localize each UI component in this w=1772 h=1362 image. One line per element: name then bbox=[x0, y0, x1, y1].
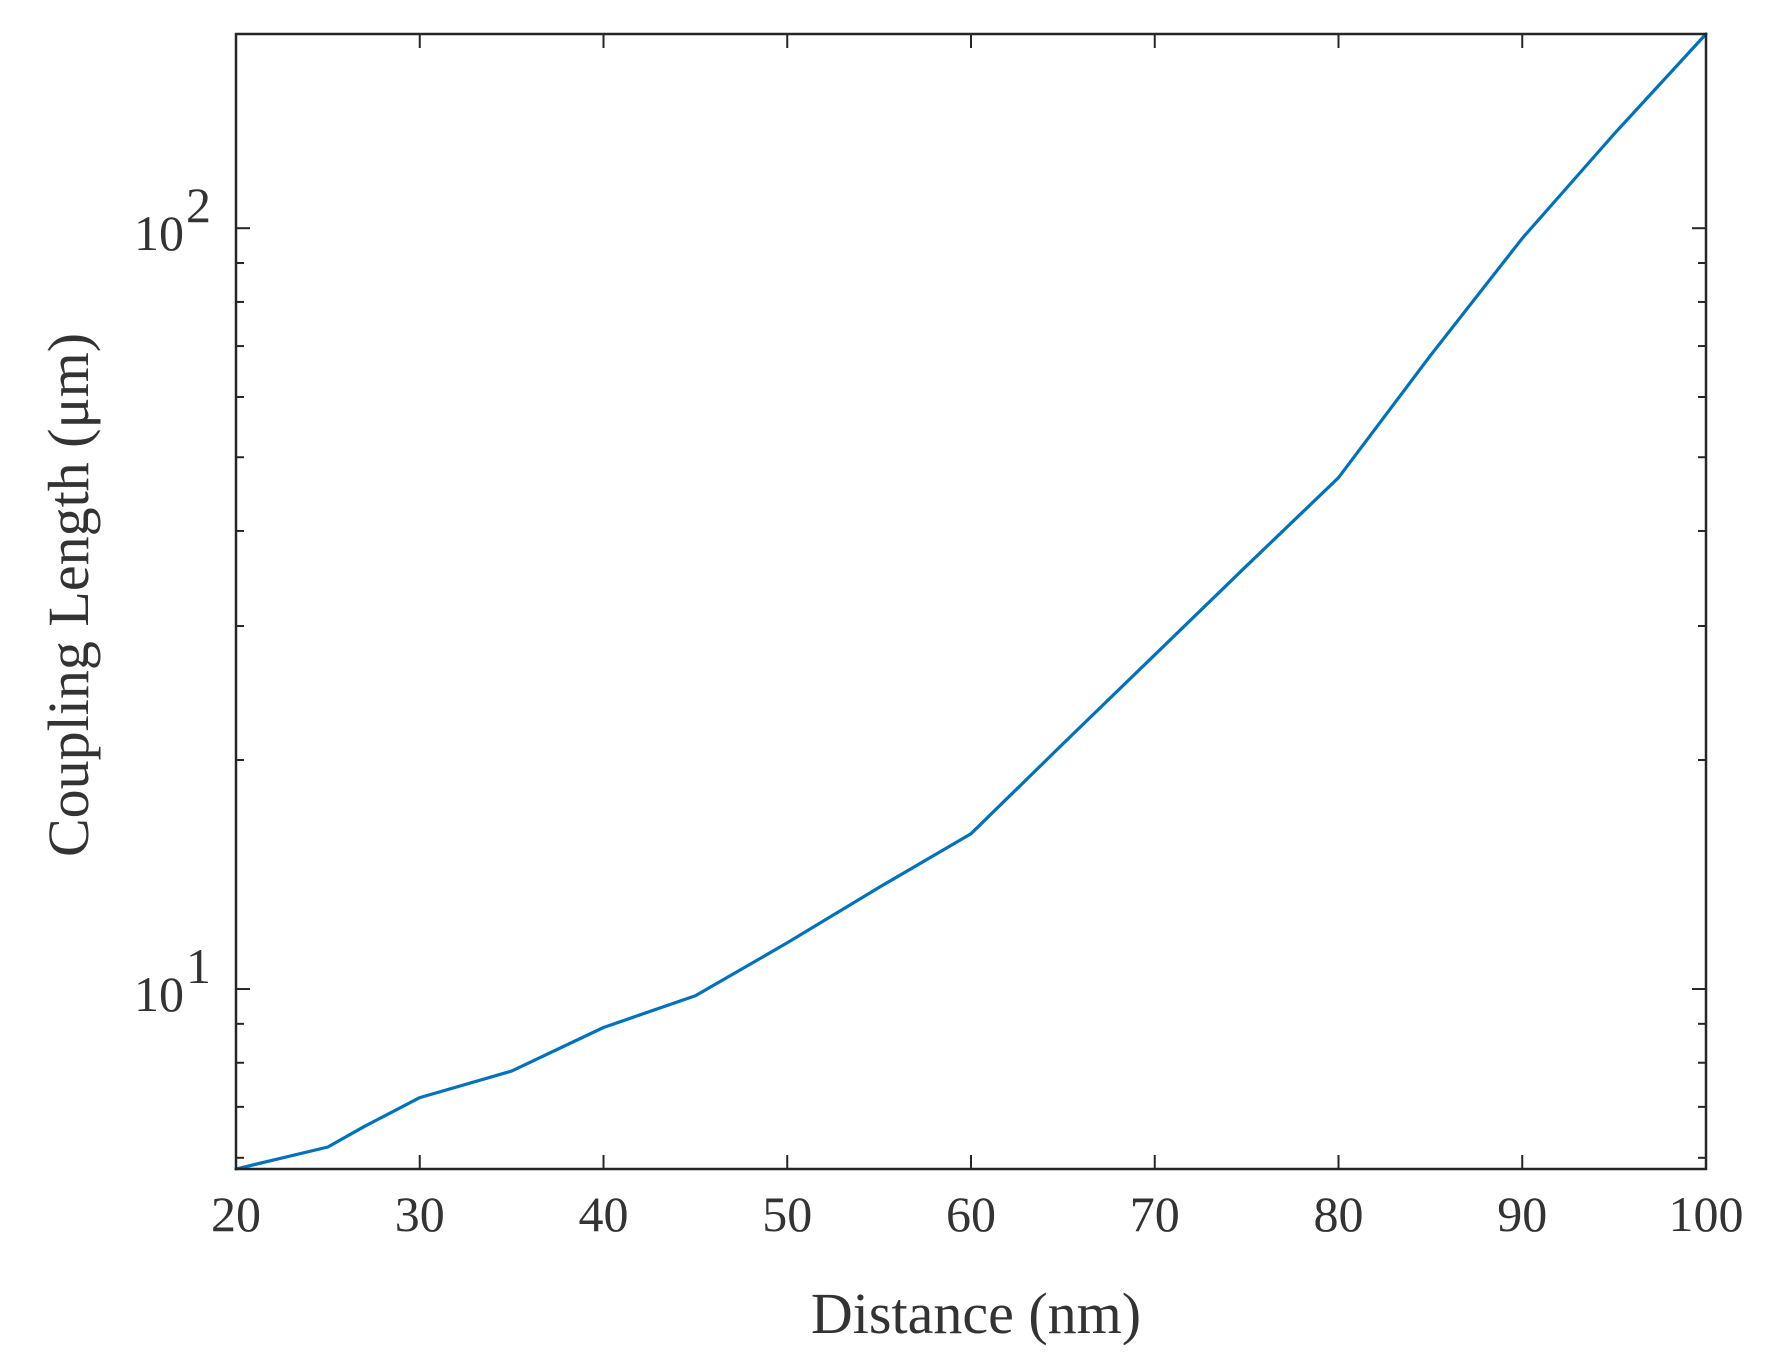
y-tick-label: 10 bbox=[134, 966, 184, 1022]
plot-frame bbox=[234, 32, 1708, 1171]
x-tick-label: 60 bbox=[946, 1186, 996, 1242]
x-tick-label: 40 bbox=[579, 1186, 629, 1242]
x-tick-label: 100 bbox=[1669, 1186, 1744, 1242]
x-axis-title: Distance (nm) bbox=[811, 1281, 1141, 1346]
x-tick-label: 30 bbox=[395, 1186, 445, 1242]
y-tick-label: 10 bbox=[134, 205, 184, 261]
x-tick-label: 70 bbox=[1130, 1186, 1180, 1242]
x-tick-label: 80 bbox=[1314, 1186, 1364, 1242]
y-axis-title: Coupling Length (μm) bbox=[36, 333, 101, 857]
x-tick-label: 20 bbox=[211, 1186, 261, 1242]
y-tick-label-exponent: 2 bbox=[186, 177, 211, 233]
x-tick-label: 90 bbox=[1497, 1186, 1547, 1242]
x-tick-label: 50 bbox=[762, 1186, 812, 1242]
series-line-0 bbox=[234, 32, 1708, 1171]
y-tick-label-exponent: 1 bbox=[186, 938, 211, 994]
